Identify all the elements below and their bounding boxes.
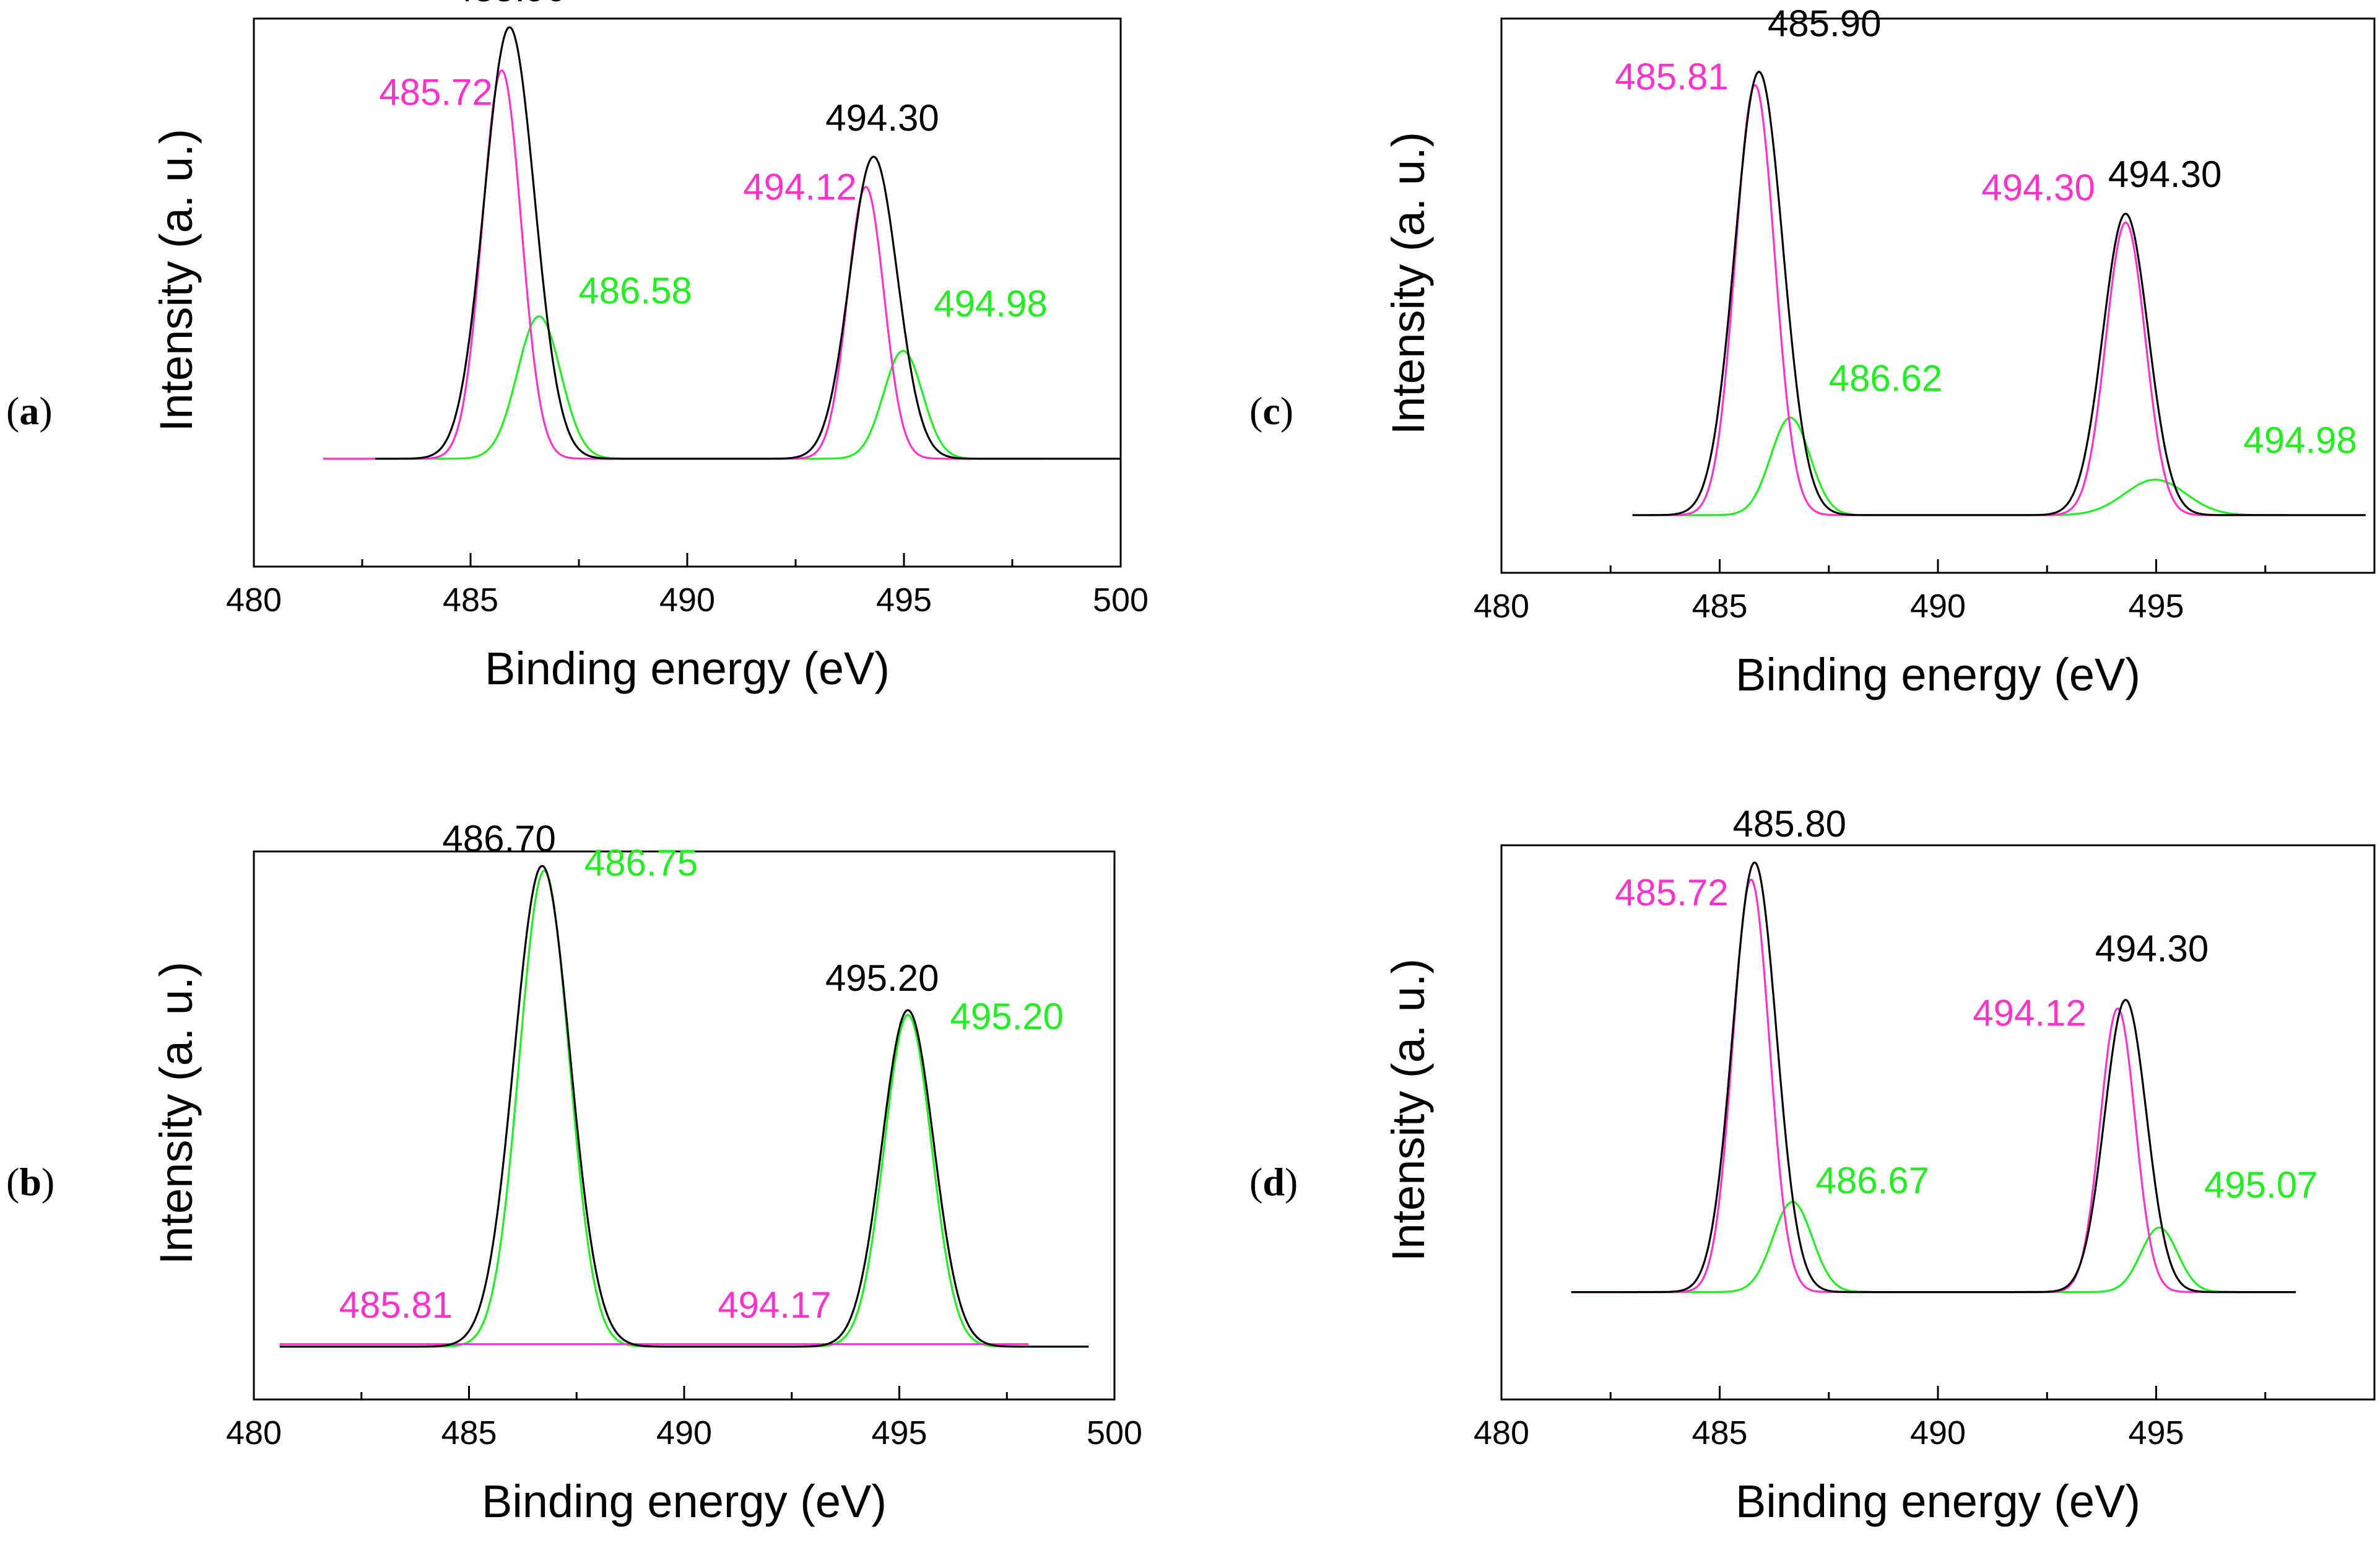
panel-label: (c) xyxy=(1249,389,1293,433)
peak-label-component2: 494.98 xyxy=(2243,420,2357,461)
peak-label-component2: 495.20 xyxy=(950,996,1064,1037)
panel-label-open: ( xyxy=(6,389,19,433)
peak-label-envelope: 494.30 xyxy=(2095,928,2209,969)
x-tick-label: 500 xyxy=(1093,581,1149,619)
x-tick-label: 500 xyxy=(1087,1414,1142,1451)
peak-label-component2: 495.07 xyxy=(2204,1164,2318,1206)
x-tick-label: 495 xyxy=(2128,1414,2184,1451)
panel-label: (d) xyxy=(1249,1160,1298,1204)
panel-label: (b) xyxy=(6,1160,54,1204)
series-line-component2 xyxy=(279,869,1089,1348)
series-line-envelope xyxy=(375,26,1121,460)
series-line-component2 xyxy=(1649,416,2288,516)
panel-label-open: ( xyxy=(1249,1160,1262,1204)
x-axis-title: Binding energy (eV) xyxy=(1735,649,2140,700)
x-axis-title: Binding energy (eV) xyxy=(1735,1476,2140,1527)
peak-label-component2: 486.62 xyxy=(1829,357,1943,399)
x-tick-label: 495 xyxy=(871,1414,927,1451)
peak-label-component2: 486.58 xyxy=(578,270,692,311)
panel-a: 480 485 490 495 500 Binding energy (eV) Intens… xyxy=(6,0,1149,694)
peak-label-component1: 494.12 xyxy=(1973,992,2087,1034)
panel-label-close: ) xyxy=(39,389,52,433)
peak-label-envelope: 486.70 xyxy=(442,818,556,860)
x-tick-label: 490 xyxy=(1910,1414,1966,1451)
x-tick-label: 480 xyxy=(226,581,282,619)
peak-label-component2: 486.75 xyxy=(584,842,698,884)
panel-label-letter: d xyxy=(1262,1160,1285,1204)
peak-label-component1: 485.72 xyxy=(379,71,493,113)
panel-label-open: ( xyxy=(6,1160,19,1204)
series-line-envelope xyxy=(1571,861,2296,1294)
y-axis-title: Intensity (a. u.) xyxy=(150,129,202,432)
series-line-component2 xyxy=(323,315,1043,460)
peak-label-envelope: 485.80 xyxy=(1733,803,1847,845)
peak-label-component2: 494.98 xyxy=(934,283,1048,324)
peak-label-component1: 494.12 xyxy=(743,167,857,208)
panel-label-open: ( xyxy=(1249,389,1262,433)
x-tick-label: 490 xyxy=(1910,588,1966,625)
x-tick-label: 485 xyxy=(1692,1414,1747,1451)
series-line-component1 xyxy=(1649,84,2288,516)
panel-label-close: ) xyxy=(1280,389,1293,433)
panel-label-letter: b xyxy=(19,1160,41,1204)
peak-label-envelope: 485.90 xyxy=(1768,3,1882,45)
panel-label-letter: a xyxy=(19,389,39,433)
x-axis-title: Binding energy (eV) xyxy=(482,1476,887,1527)
x-axis-title: Binding energy (eV) xyxy=(485,643,890,694)
x-tick-label: 480 xyxy=(1474,1414,1529,1451)
peak-label-component1: 494.17 xyxy=(718,1284,832,1326)
panel-d: 480 485 490 495 Binding energy (eV) Intensity… xyxy=(1249,803,2376,1527)
x-tick-label: 480 xyxy=(226,1414,282,1451)
peak-label-component1: 485.81 xyxy=(1615,56,1729,98)
x-tick-label: 495 xyxy=(876,581,932,619)
panel-label-close: ) xyxy=(1285,1160,1298,1204)
peak-label-envelope: 495.20 xyxy=(825,957,939,999)
series-line-envelope xyxy=(279,864,1089,1348)
x-tick-label: 485 xyxy=(441,1414,497,1451)
x-tick-label: 485 xyxy=(1692,588,1747,625)
peak-label-envelope: 494.30 xyxy=(2108,154,2222,195)
x-tick-label: 490 xyxy=(656,1414,712,1451)
y-axis-title: Intensity (a. u.) xyxy=(150,962,202,1264)
x-tick-label: 495 xyxy=(2128,588,2184,625)
series-line-envelope xyxy=(1632,71,2366,516)
x-tick-label: 485 xyxy=(443,581,498,619)
panel-label-letter: c xyxy=(1262,389,1280,433)
x-tick-label: 480 xyxy=(1474,588,1529,625)
peak-label-envelope: 485.90 xyxy=(453,0,567,9)
peak-label-envelope: 494.30 xyxy=(825,97,939,139)
x-tick-label: 490 xyxy=(659,581,715,619)
plot-frame xyxy=(1500,844,2376,1401)
peak-label-component1: 494.30 xyxy=(1981,167,2095,209)
peak-label-component1: 485.72 xyxy=(1615,872,1729,913)
series-line-component2 xyxy=(1623,1201,2288,1294)
peak-label-component2: 486.67 xyxy=(1815,1160,1929,1201)
panel-label: (a) xyxy=(6,389,53,433)
y-axis-title: Intensity (a. u.) xyxy=(1383,132,1434,435)
y-axis-title: Intensity (a. u.) xyxy=(1383,959,1434,1261)
plot-frame xyxy=(1500,17,2376,574)
panel-c: 480 485 490 495 Binding energy (eV) Intensity… xyxy=(1249,3,2376,700)
peak-label-component1: 485.81 xyxy=(339,1284,453,1326)
panel-b: 480 485 490 495 500 Binding energy (eV) Intens… xyxy=(6,818,1142,1527)
panel-label-close: ) xyxy=(41,1160,54,1204)
